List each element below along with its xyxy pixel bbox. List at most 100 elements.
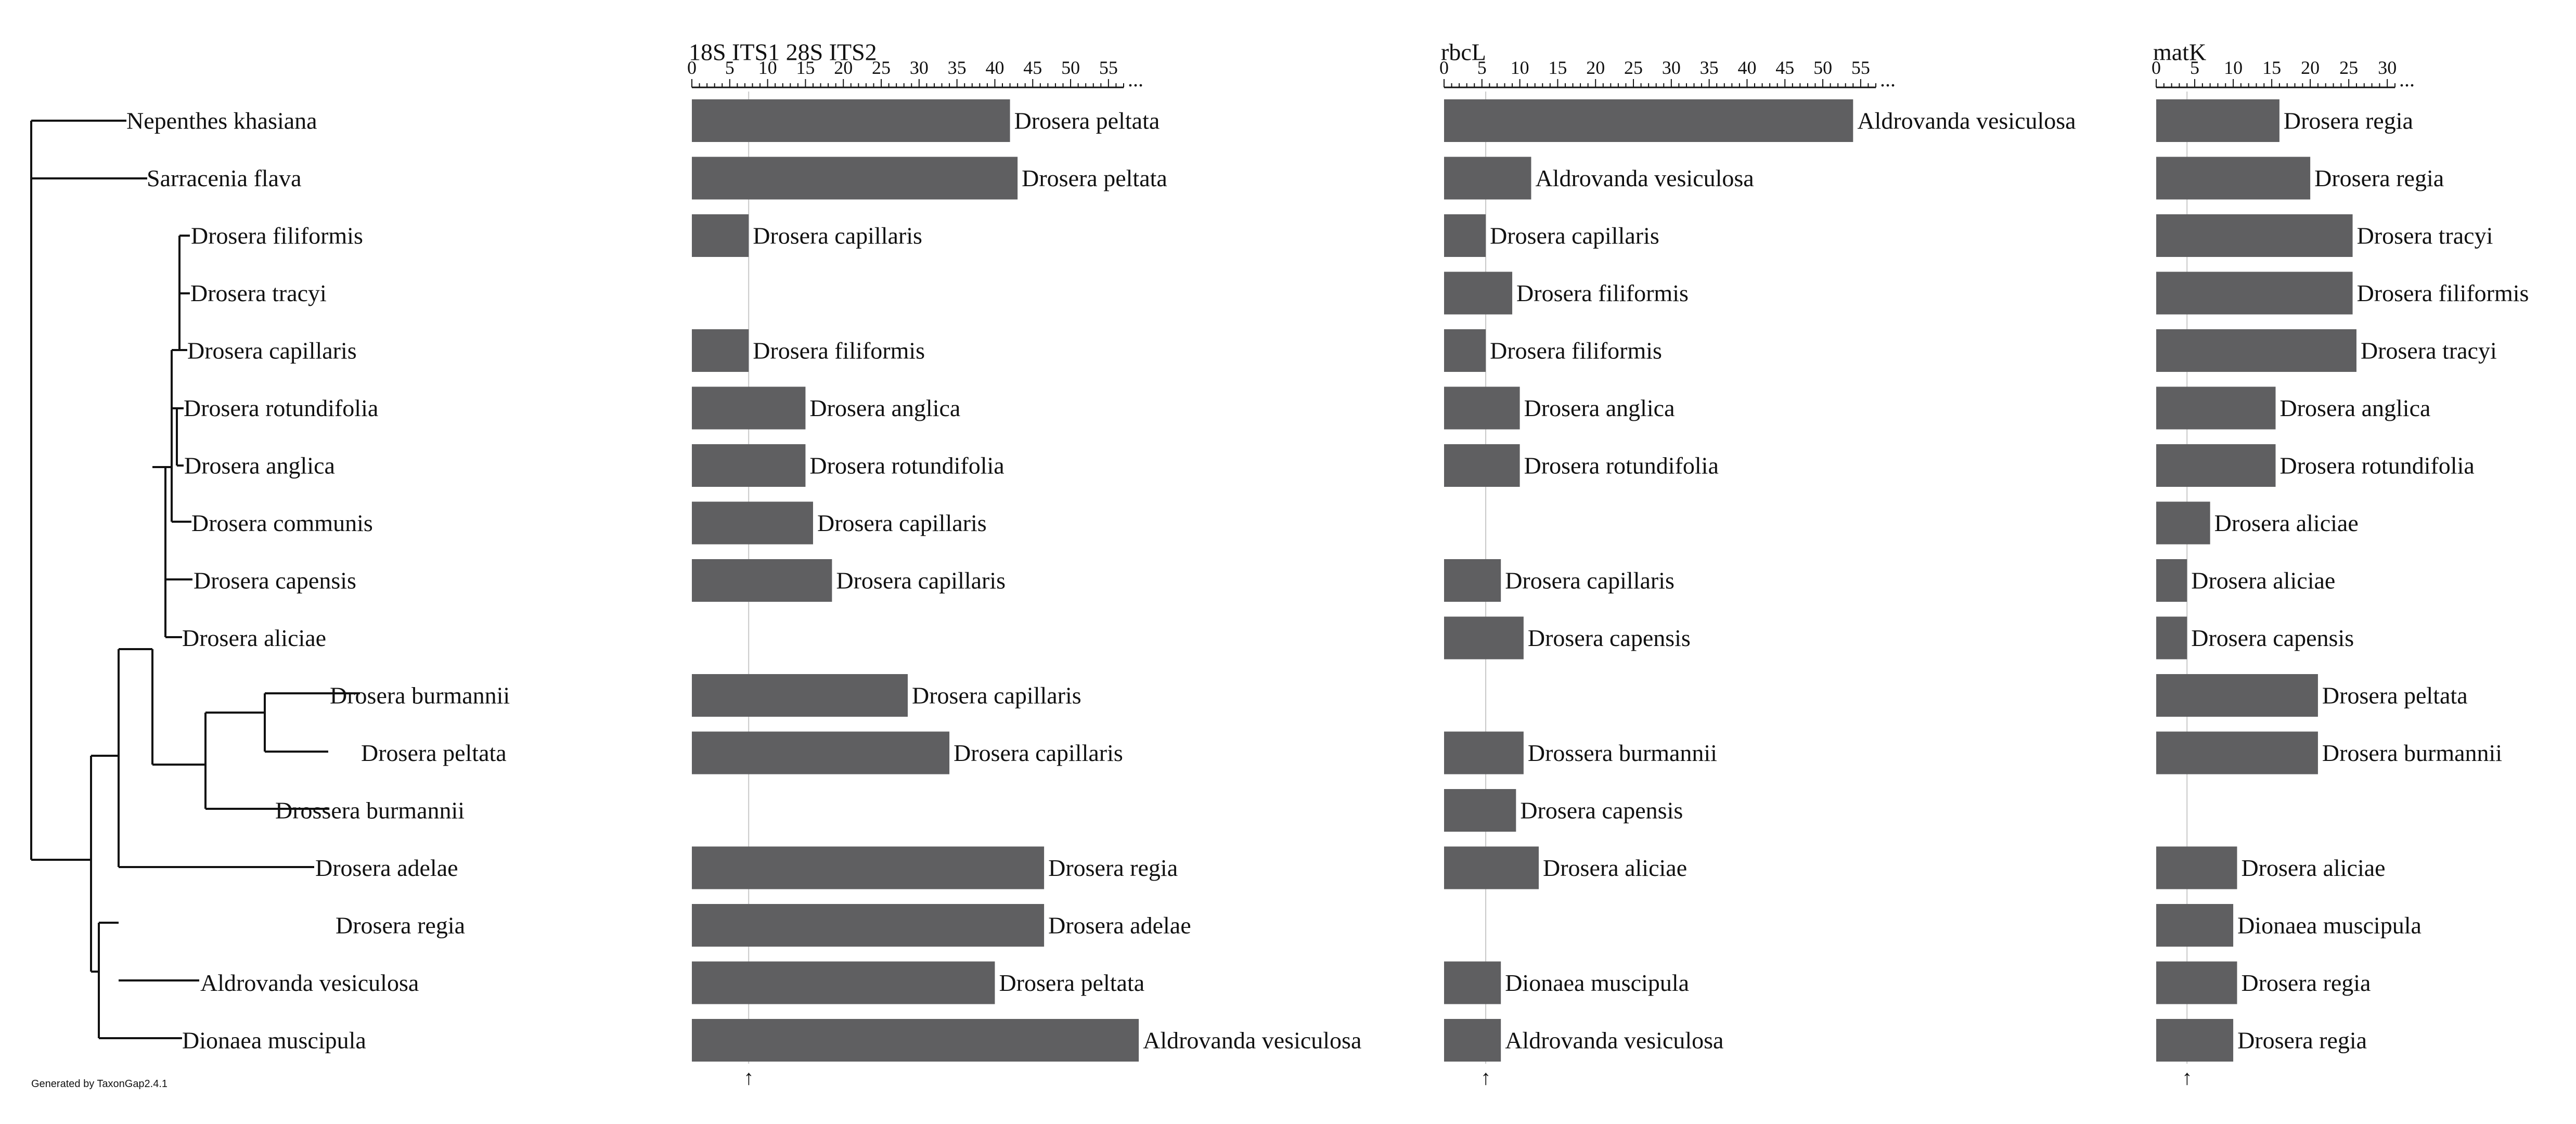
bar: [2156, 214, 2353, 257]
bar: [2156, 731, 2318, 774]
bar: [692, 559, 832, 602]
tick-label: 10: [1511, 57, 1529, 78]
bar: [1444, 1019, 1501, 1062]
tick-label: 15: [1548, 57, 1567, 78]
species-label-dionaea-muscipula: Dionaea muscipula: [182, 1027, 366, 1054]
bar: [2156, 99, 2279, 142]
bar: [2156, 559, 2187, 602]
bar-label: Drosera capensis: [1528, 625, 1691, 651]
threshold-arrow-icon: ↑: [1480, 1066, 1491, 1089]
species-label-drosera-rotundifolia: Drosera rotundifolia: [184, 395, 378, 421]
species-label-drosera-burmannii: Drosera burmannii: [330, 682, 510, 709]
tick-label: 10: [2224, 57, 2243, 78]
bar: [2156, 272, 2353, 315]
species-label-drosera-aliciae: Drosera aliciae: [182, 625, 326, 651]
bar-label: Drosera tracyi: [2357, 223, 2493, 249]
bar-label: Drosera capillaris: [817, 510, 987, 536]
bar: [692, 329, 749, 372]
bar: [692, 214, 749, 257]
tick-label: 0: [687, 57, 697, 78]
tick-label: 20: [1586, 57, 1605, 78]
bar-label: Drosera rotundifolia: [1524, 453, 1719, 479]
bar-label: Drosera capensis: [2191, 625, 2354, 651]
bar: [1444, 157, 1531, 200]
tick-label: 5: [725, 57, 735, 78]
bar-label: Drosera aliciae: [2191, 567, 2335, 594]
bar: [692, 99, 1010, 142]
bar: [692, 1019, 1139, 1062]
bar: [692, 386, 806, 430]
axis-continuation-marker: ...: [2399, 68, 2415, 91]
bar: [1444, 731, 1524, 774]
bar: [2156, 501, 2210, 545]
bar-label: Drosera burmannii: [2322, 740, 2502, 766]
bar: [1444, 214, 1486, 257]
bar-label: Drosera capillaris: [954, 740, 1123, 766]
bar: [2156, 904, 2234, 947]
bar: [692, 157, 1018, 200]
tick-label: 15: [796, 57, 815, 78]
bar: [1444, 272, 1513, 315]
species-label-drosera-anglica: Drosera anglica: [184, 453, 335, 479]
species-label-drossera-burmannii: Drossera burmannii: [275, 797, 465, 824]
bar: [2156, 157, 2311, 200]
tick-label: 0: [2152, 57, 2161, 78]
species-label-drosera-regia: Drosera regia: [336, 912, 465, 939]
bar-label: Drossera burmannii: [1528, 740, 1717, 766]
bar-label: Drosera anglica: [1524, 395, 1675, 421]
tick-label: 50: [1813, 57, 1832, 78]
bar-label: Drosera capillaris: [836, 567, 1006, 594]
bar-label: Dionaea muscipula: [1505, 970, 1689, 996]
tick-label: 35: [948, 57, 967, 78]
bar-label: Drosera filiformis: [753, 338, 925, 364]
tick-label: 0: [1439, 57, 1449, 78]
bar-label: Drosera filiformis: [1490, 338, 1662, 364]
bar: [692, 961, 995, 1004]
tick-label: 10: [758, 57, 777, 78]
bar: [2156, 444, 2276, 487]
bar: [692, 731, 950, 774]
bar-label: Drosera regia: [1048, 855, 1178, 881]
tick-label: 45: [1775, 57, 1794, 78]
bar: [2156, 961, 2237, 1004]
marker-title: 18S ITS1 28S ITS2: [689, 39, 877, 66]
bar: [1444, 789, 1516, 832]
bar-label: Drosera adelae: [1048, 912, 1191, 939]
tick-label: 15: [2262, 57, 2281, 78]
phylogenetic-tree: [30, 120, 360, 1039]
bar: [1444, 329, 1486, 372]
axis-continuation-marker: ...: [1880, 68, 1896, 91]
bar: [2156, 1019, 2234, 1062]
bar: [2156, 386, 2276, 430]
bar-label: Drosera aliciae: [2214, 510, 2359, 536]
tick-label: 25: [872, 57, 891, 78]
bar-label: Drosera peltata: [1014, 108, 1160, 134]
species-label-drosera-adelae: Drosera adelae: [315, 855, 458, 881]
species-label-nepenthes-khasiana: Nepenthes khasiana: [126, 108, 317, 134]
bar-label: Drosera filiformis: [2357, 280, 2529, 306]
tick-label: 25: [1624, 57, 1643, 78]
footer-text: Generated by TaxonGap2.4.1: [31, 1078, 168, 1090]
tick-label: 30: [910, 57, 929, 78]
bar-label: Drosera capillaris: [753, 223, 922, 249]
marker-title: matK: [2153, 39, 2206, 66]
species-label-drosera-communis: Drosera communis: [191, 510, 373, 536]
species-label-drosera-capensis: Drosera capensis: [194, 567, 356, 594]
bar-label: Drosera regia: [2241, 970, 2371, 996]
bar-label: Aldrovanda vesiculosa: [1143, 1027, 1361, 1054]
bar-label: Drosera aliciae: [1543, 855, 1687, 881]
bar-label: Drosera anglica: [2280, 395, 2431, 421]
bar-label: Aldrovanda vesiculosa: [1857, 108, 2076, 134]
bar: [2156, 616, 2187, 660]
bar: [1444, 961, 1501, 1004]
bar-label: Drosera tracyi: [2361, 338, 2497, 364]
tick-label: 55: [1099, 57, 1118, 78]
bar-label: Drosera capillaris: [912, 682, 1081, 709]
tick-label: 20: [2301, 57, 2320, 78]
bar: [1444, 99, 1853, 142]
bar: [1444, 444, 1520, 487]
bar: [692, 846, 1045, 889]
